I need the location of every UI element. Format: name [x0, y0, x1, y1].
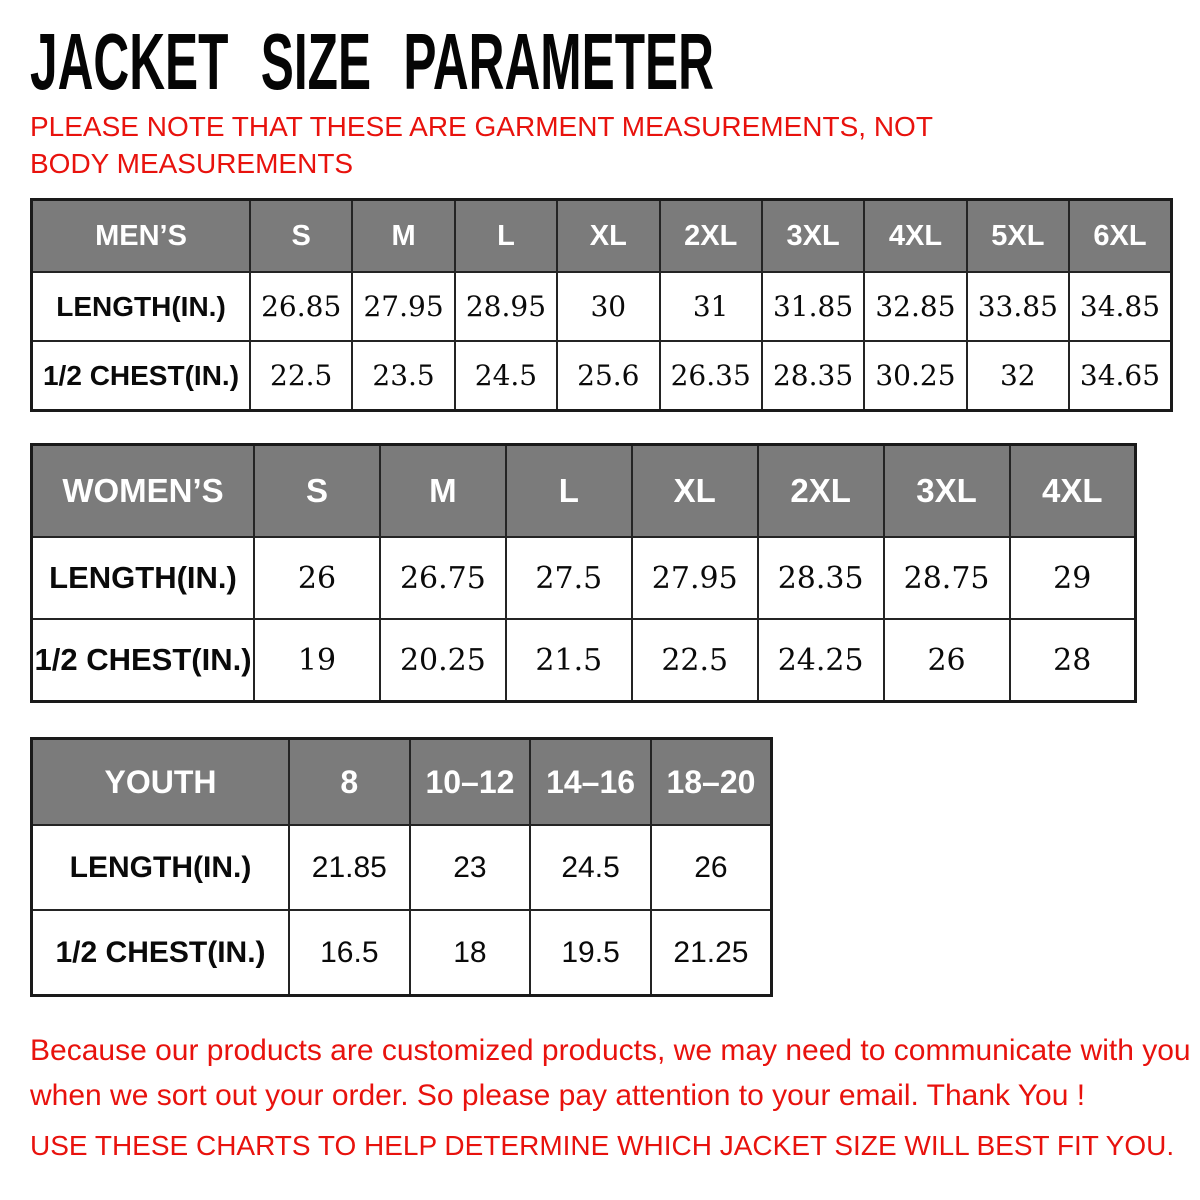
youth-measurement-row: 1/2 CHEST(IN.) 16.5 18 19.5 21.25 — [30, 909, 773, 997]
youth-table-title-cell: YOUTH — [30, 737, 290, 826]
measurement-value-cell: 21.25 — [649, 909, 773, 997]
mens-size-column-header: 5XL — [965, 198, 1071, 273]
measurement-value-cell: 29 — [1008, 536, 1137, 620]
womens-size-column-header: S — [253, 443, 381, 538]
youth-size-header-row: YOUTH 8 10–12 14–16 18–20 — [30, 737, 773, 826]
youth-measurement-row: LENGTH(IN.) 21.85 23 24.5 26 — [30, 824, 773, 911]
measurement-value-cell: 27.95 — [351, 271, 456, 342]
measurement-value-cell: 28.75 — [882, 536, 1011, 620]
row-label-cell: 1/2 CHEST(IN.) — [30, 909, 290, 997]
mens-size-column-header: M — [351, 198, 456, 273]
mens-table-title-cell: MEN’S — [30, 198, 251, 273]
measurement-value-cell: 26 — [649, 824, 773, 911]
measurement-value-cell: 22.5 — [630, 618, 759, 703]
womens-size-column-header: 4XL — [1008, 443, 1137, 538]
row-label-cell: 1/2 CHEST(IN.) — [30, 618, 255, 703]
row-label-cell: LENGTH(IN.) — [30, 536, 255, 620]
measurement-value-cell: 34.85 — [1068, 271, 1173, 342]
mens-size-column-header: S — [248, 198, 354, 273]
measurement-value-cell: 19.5 — [529, 909, 652, 997]
measurement-value-cell: 28.35 — [760, 340, 866, 412]
chart-usage-instruction: USE THESE CHARTS TO HELP DETERMINE WHICH… — [30, 1130, 1175, 1161]
mens-size-header-row: MEN’S S M L XL 2XL 3XL 4XL 5XL 6XL — [30, 198, 1173, 273]
mens-size-column-header: 2XL — [658, 198, 763, 273]
measurement-value-cell: 26 — [253, 536, 381, 620]
mens-size-column-header: L — [453, 198, 559, 273]
measurement-value-cell: 26.35 — [658, 340, 763, 412]
measurement-value-cell: 28.35 — [756, 536, 885, 620]
garment-measurement-note: PLEASE NOTE THAT THESE ARE GARMENT MEASU… — [30, 111, 933, 180]
womens-size-header-row: WOMEN’S S M L XL 2XL 3XL 4XL — [30, 443, 1137, 538]
mens-measurement-row: 1/2 CHEST(IN.) 22.5 23.5 24.5 25.6 26.35 28.35… — [30, 340, 1173, 412]
measurement-value-cell: 16.5 — [288, 909, 411, 997]
measurement-value-cell: 32 — [965, 340, 1071, 412]
measurement-value-cell: 22.5 — [248, 340, 354, 412]
womens-size-column-header: XL — [630, 443, 759, 538]
mens-measurement-row: LENGTH(IN.) 26.85 27.95 28.95 30 31 31.85 32.85… — [30, 271, 1173, 342]
womens-size-column-header: 2XL — [756, 443, 885, 538]
measurement-value-cell: 25.6 — [556, 340, 661, 412]
customization-notice: Because our products are customized prod… — [30, 1034, 1191, 1112]
measurement-value-cell: 26.85 — [248, 271, 354, 342]
mens-size-column-header: 4XL — [863, 198, 968, 273]
measurement-value-cell: 23 — [408, 824, 532, 911]
youth-size-column-header: 8 — [288, 737, 411, 826]
measurement-value-cell: 24.5 — [453, 340, 559, 412]
measurement-value-cell: 31.85 — [760, 271, 866, 342]
measurement-value-cell: 21.5 — [504, 618, 633, 703]
measurement-value-cell: 21.85 — [288, 824, 411, 911]
measurement-value-cell: 31 — [658, 271, 763, 342]
measurement-value-cell: 23.5 — [351, 340, 456, 412]
measurement-value-cell: 20.25 — [378, 618, 507, 703]
measurement-value-cell: 30 — [556, 271, 661, 342]
measurement-value-cell: 26.75 — [378, 536, 507, 620]
womens-measurement-row: LENGTH(IN.) 26 26.75 27.5 27.95 28.35 28.75 29 — [30, 536, 1137, 620]
measurement-value-cell: 19 — [253, 618, 381, 703]
measurement-value-cell: 24.5 — [529, 824, 652, 911]
measurement-value-cell: 18 — [408, 909, 532, 997]
measurement-value-cell: 24.25 — [756, 618, 885, 703]
measurement-value-cell: 26 — [882, 618, 1011, 703]
womens-size-column-header: 3XL — [882, 443, 1011, 538]
womens-size-table: WOMEN’S S M L XL 2XL 3XL 4XL LENGTH(IN.) 26 26.75… — [30, 443, 1137, 703]
measurement-value-cell: 27.5 — [504, 536, 633, 620]
youth-size-table: YOUTH 8 10–12 14–16 18–20 LENGTH(IN.) 21.85 23… — [30, 737, 773, 997]
youth-size-column-header: 14–16 — [529, 737, 652, 826]
mens-size-column-header: XL — [556, 198, 661, 273]
row-label-cell: LENGTH(IN.) — [30, 271, 251, 342]
measurement-value-cell: 33.85 — [965, 271, 1071, 342]
womens-size-column-header: M — [378, 443, 507, 538]
row-label-cell: LENGTH(IN.) — [30, 824, 290, 911]
womens-size-column-header: L — [504, 443, 633, 538]
mens-size-table: MEN’S S M L XL 2XL 3XL 4XL 5XL 6XL LENGTH(IN.) 26.… — [30, 198, 1173, 412]
measurement-value-cell: 28 — [1008, 618, 1137, 703]
measurement-value-cell: 28.95 — [453, 271, 559, 342]
row-label-cell: 1/2 CHEST(IN.) — [30, 340, 251, 412]
youth-size-column-header: 18–20 — [649, 737, 773, 826]
mens-size-column-header: 6XL — [1068, 198, 1173, 273]
measurement-value-cell: 27.95 — [630, 536, 759, 620]
measurement-value-cell: 30.25 — [863, 340, 968, 412]
measurement-value-cell: 32.85 — [863, 271, 968, 342]
womens-table-title-cell: WOMEN’S — [30, 443, 255, 538]
youth-size-column-header: 10–12 — [408, 737, 532, 826]
measurement-value-cell: 34.65 — [1068, 340, 1173, 412]
womens-measurement-row: 1/2 CHEST(IN.) 19 20.25 21.5 22.5 24.25 26 28 — [30, 618, 1137, 703]
mens-size-column-header: 3XL — [760, 198, 866, 273]
page-title: JACKET SIZE PARAMETER — [30, 17, 714, 106]
